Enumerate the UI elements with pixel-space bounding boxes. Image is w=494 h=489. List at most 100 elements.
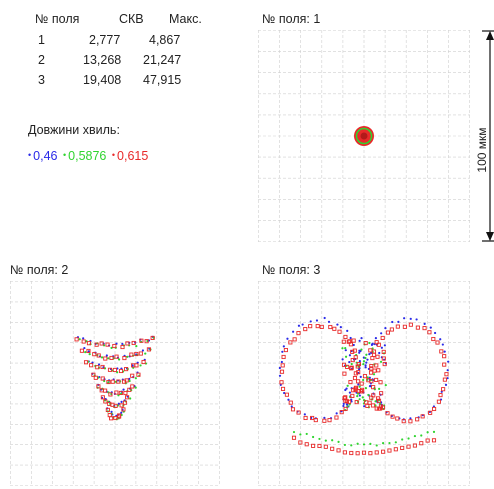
ray-point <box>139 338 144 343</box>
ray-point <box>366 378 371 383</box>
ray-point <box>93 375 98 380</box>
ray-point <box>426 431 429 434</box>
ray-point <box>355 364 360 369</box>
ray-point <box>423 322 426 325</box>
ray-point <box>107 367 113 372</box>
ray-point <box>359 375 362 378</box>
ray-point <box>378 404 384 409</box>
ray-point <box>425 438 430 443</box>
ray-point <box>343 443 347 447</box>
ray-point <box>303 413 306 416</box>
ray-point <box>278 374 282 377</box>
spot-grid <box>10 281 220 486</box>
ray-point <box>364 366 367 369</box>
ray-point <box>105 354 108 357</box>
ray-point <box>130 373 135 378</box>
ray-point <box>348 380 353 385</box>
cell-rms: 13,268 <box>83 53 122 67</box>
ray-point <box>113 415 118 421</box>
ray-point <box>374 406 379 411</box>
ray-point <box>348 360 351 364</box>
ray-point <box>122 388 125 391</box>
ray-point <box>368 451 373 456</box>
ray-point <box>141 359 146 365</box>
ray-point <box>92 352 97 357</box>
ray-point <box>433 331 437 335</box>
ray-point <box>337 440 340 443</box>
ray-point <box>121 342 124 346</box>
ray-point <box>287 398 290 401</box>
ray-point <box>128 377 131 380</box>
ray-point <box>83 360 89 365</box>
ray-point <box>139 364 142 367</box>
header-rms: СКВ <box>119 12 144 26</box>
ray-point <box>125 341 130 346</box>
ray-point <box>349 450 354 456</box>
ray-point <box>313 418 318 423</box>
ray-point <box>110 410 113 414</box>
ray-point <box>97 363 101 366</box>
ray-point <box>362 363 365 366</box>
ray-point <box>339 410 344 415</box>
ray-point <box>79 348 84 353</box>
ray-point <box>350 444 353 447</box>
ray-point <box>363 405 366 408</box>
ray-point <box>144 352 147 355</box>
spot-diagram-field-2 <box>10 281 220 486</box>
ray-point <box>353 355 358 360</box>
ray-point <box>438 393 443 398</box>
ray-point <box>359 381 364 386</box>
ray-point <box>384 327 387 330</box>
ray-point <box>96 353 101 358</box>
ray-point <box>290 405 293 408</box>
ray-point <box>318 437 321 441</box>
wavelength-label: 0,615 <box>117 149 149 163</box>
ray-point <box>368 385 372 388</box>
ray-point <box>441 343 444 346</box>
ray-point <box>415 325 420 330</box>
ray-point <box>134 351 139 357</box>
ray-point <box>381 449 386 454</box>
ray-point <box>352 343 355 347</box>
ray-point <box>280 360 283 364</box>
ray-point <box>406 444 411 449</box>
ray-point <box>439 338 442 341</box>
ray-point <box>381 356 386 361</box>
ray-point <box>393 447 398 452</box>
ray-point <box>349 366 354 371</box>
ray-point <box>112 343 117 349</box>
ray-point <box>439 349 444 354</box>
ray-point <box>376 368 381 373</box>
ray-point <box>407 437 410 440</box>
ray-point <box>352 348 357 353</box>
ray-point <box>129 352 134 357</box>
ray-point <box>108 392 113 397</box>
ray-point <box>315 319 319 322</box>
ray-point <box>350 358 355 363</box>
ray-point <box>100 376 105 381</box>
ray-point <box>120 400 123 404</box>
ray-point <box>118 368 124 374</box>
ray-point <box>368 353 371 356</box>
ray-point <box>378 351 381 355</box>
ray-point <box>339 326 342 329</box>
ray-point <box>431 336 436 342</box>
ray-point <box>107 357 110 360</box>
ray-point <box>362 378 365 382</box>
ray-point <box>372 368 377 373</box>
ray-point <box>436 399 441 404</box>
ray-point <box>401 419 406 424</box>
ray-point <box>106 379 111 385</box>
ray-point <box>103 388 108 393</box>
ray-point <box>379 391 384 396</box>
ray-point <box>138 351 143 356</box>
ray-point <box>136 361 139 364</box>
ray-point <box>357 383 360 386</box>
ray-point <box>361 396 364 399</box>
ray-point <box>446 377 449 380</box>
ray-point <box>395 324 400 329</box>
ray-point <box>415 417 420 422</box>
ray-point <box>94 342 99 347</box>
ray-point <box>330 446 335 451</box>
wavelength-item-blue: • 0,46 <box>28 149 61 163</box>
